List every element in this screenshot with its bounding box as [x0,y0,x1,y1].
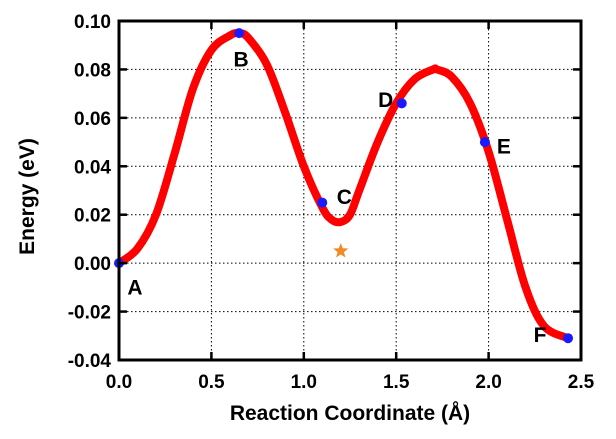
energy-curve [115,28,573,343]
point-f [563,333,574,344]
y-tick-label: 0.02 [74,206,111,227]
y-tick-label: 0.08 [74,60,111,81]
points-layer: A B C D E F [114,28,574,347]
tick-labels: 0.0 0.5 1.0 1.5 2.0 2.5 0.10 0.08 0.06 0.04 0.02 0.… [68,12,595,393]
y-tick-label: -0.02 [68,303,111,324]
x-axis-title: Reaction Coordinate (Å) [230,401,470,425]
y-tick-label: 0.06 [74,109,111,130]
star-marker [333,243,349,258]
point-label-c: C [337,186,352,209]
y-tick-label: -0.04 [68,351,112,372]
point-e [479,137,490,148]
x-tick-label: 1.5 [383,372,410,393]
plot-border [117,19,583,362]
x-tick-label: 2.5 [568,372,595,393]
point-label-d: D [378,89,393,112]
x-tick-label: 1.0 [291,372,317,393]
plot-frame [117,19,583,362]
curve-layer [115,28,573,343]
y-axis-title: Energy (eV) [16,138,39,255]
point-c [317,197,328,208]
point-b [234,28,245,39]
x-tick-label: 2.0 [475,372,501,393]
point-label-a: A [127,277,142,300]
y-tick-label: 0.10 [74,12,111,33]
x-tick-label: 0.0 [106,372,132,393]
point-label-f: F [534,324,547,347]
point-label-b: B [234,49,249,72]
point-d [396,98,407,109]
y-tick-label: 0.04 [74,157,111,178]
point-label-e: E [497,136,511,159]
y-tick-label: 0.00 [74,254,111,275]
x-tick-label: 0.5 [198,372,225,393]
